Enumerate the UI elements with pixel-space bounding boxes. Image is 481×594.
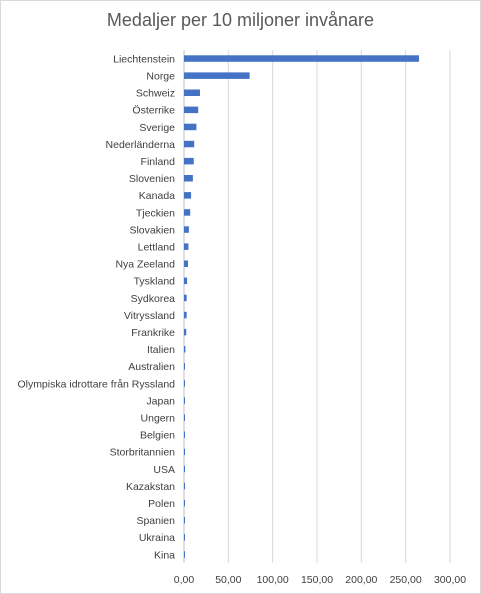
category-label: Ukraina — [139, 532, 175, 544]
bar — [184, 397, 185, 404]
bar — [184, 346, 186, 353]
x-tick-label: 250,00 — [390, 574, 422, 586]
category-label: Sverige — [139, 122, 175, 134]
category-label: Spanien — [136, 515, 175, 527]
category-label: Australien — [128, 361, 175, 373]
x-tick-label: 100,00 — [257, 574, 289, 586]
x-tick-label: 50,00 — [215, 574, 241, 586]
bar — [184, 140, 195, 148]
bar — [184, 175, 193, 182]
bar — [184, 226, 189, 233]
category-label: Storbritannien — [110, 447, 176, 459]
category-label: Frankrike — [131, 327, 175, 339]
bar — [184, 328, 187, 336]
category-label: Japan — [146, 395, 175, 407]
x-tick-label: 200,00 — [345, 574, 377, 586]
category-label: Slovenien — [129, 173, 175, 185]
category-label: Belgien — [140, 430, 175, 442]
category-label: Vitryssland — [124, 310, 175, 322]
bar — [184, 380, 185, 387]
category-label: Olympiska idrottare från Ryssland — [17, 378, 175, 390]
bar — [184, 192, 192, 199]
x-tick-label: 0,00 — [174, 574, 195, 586]
bar — [184, 157, 194, 165]
category-label: Italien — [147, 344, 175, 356]
bar — [184, 243, 189, 250]
category-label: USA — [153, 464, 175, 476]
category-label: Kazakstan — [126, 481, 175, 493]
bar — [184, 482, 185, 490]
bar — [184, 414, 185, 421]
bar — [184, 55, 419, 62]
bar — [184, 363, 185, 370]
category-label: Nya Zeeland — [115, 259, 175, 271]
category-label: Sydkorea — [131, 293, 176, 305]
x-tick-label: 150,00 — [301, 574, 333, 586]
bar — [184, 465, 185, 473]
category-label: Polen — [148, 498, 175, 510]
bar — [184, 534, 185, 541]
bar — [184, 499, 185, 507]
category-label: Finland — [141, 156, 176, 168]
category-label: Nederländerna — [106, 139, 176, 151]
bar — [184, 72, 250, 79]
category-label: Liechtenstein — [113, 53, 175, 65]
category-label: Slovakien — [129, 224, 175, 236]
category-label: Lettland — [138, 241, 176, 253]
category-label: Kina — [154, 549, 175, 561]
category-label: Ungern — [141, 412, 176, 424]
category-label: Österrike — [132, 105, 175, 117]
bar — [184, 260, 188, 267]
bar — [184, 294, 187, 302]
bar — [184, 431, 185, 438]
bar — [184, 123, 197, 131]
category-label: Schweiz — [136, 88, 175, 100]
category-label: Norge — [146, 70, 175, 82]
chart-title: Medaljer per 10 miljoner invånare — [106, 10, 375, 30]
bar — [184, 277, 188, 285]
x-tick-label: 300,00 — [434, 574, 466, 586]
bar — [184, 89, 200, 96]
bar — [184, 448, 185, 456]
category-label: Kanada — [139, 190, 175, 202]
category-label: Tyskland — [134, 276, 176, 288]
bar — [184, 106, 199, 114]
category-label: Tjeckien — [136, 207, 175, 219]
bar — [184, 209, 191, 216]
bar — [184, 551, 185, 558]
bar — [184, 311, 187, 319]
bar — [184, 517, 185, 524]
